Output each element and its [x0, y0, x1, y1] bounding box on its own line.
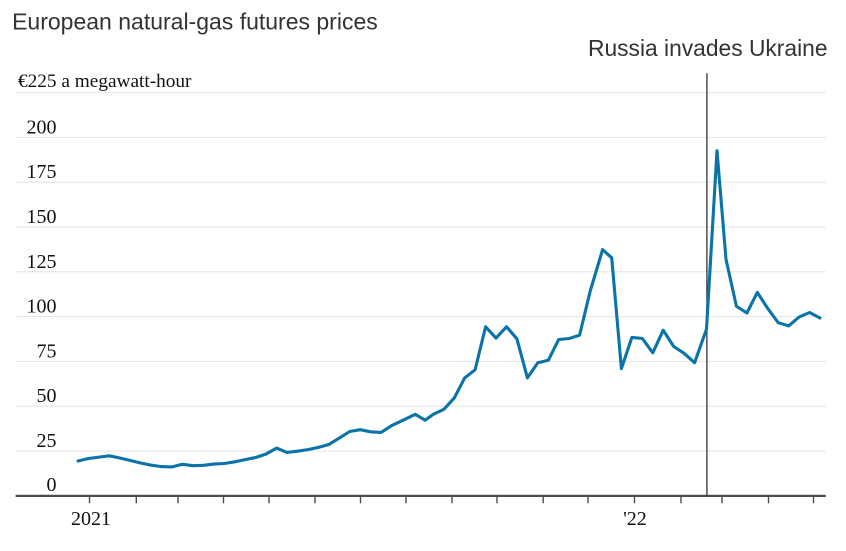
svg-text:'22: '22: [623, 508, 647, 530]
svg-text:2021: 2021: [71, 508, 111, 530]
svg-text:€225 a megawatt-hour: €225 a megawatt-hour: [18, 71, 192, 92]
svg-text:100: 100: [27, 296, 57, 318]
svg-text:European natural-gas futures p: European natural-gas futures prices: [12, 9, 378, 35]
svg-text:125: 125: [27, 251, 57, 273]
svg-text:150: 150: [27, 206, 57, 228]
svg-text:175: 175: [27, 161, 57, 183]
svg-text:Russia invades Ukraine: Russia invades Ukraine: [588, 35, 827, 61]
svg-text:200: 200: [27, 116, 57, 138]
svg-text:50: 50: [37, 385, 57, 407]
svg-text:0: 0: [47, 474, 57, 496]
svg-text:75: 75: [37, 340, 57, 362]
svg-text:25: 25: [37, 430, 57, 452]
